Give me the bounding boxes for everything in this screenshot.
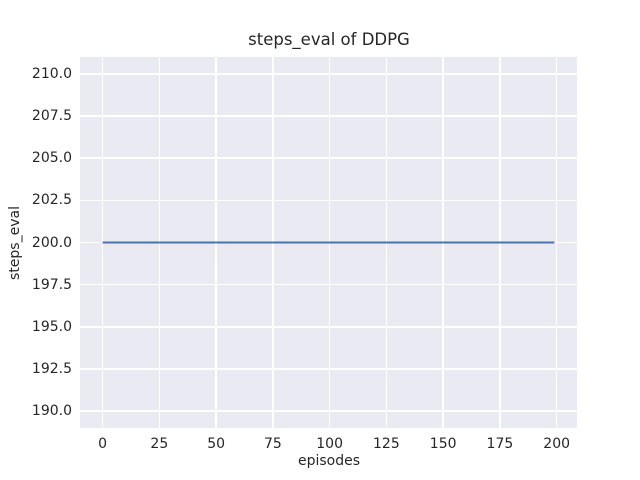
x-tick-label: 150 (429, 436, 457, 452)
y-tick-label: 192.5 (31, 360, 72, 377)
y-tick-label: 210.0 (31, 65, 72, 82)
x-axis-label: episodes (297, 453, 361, 469)
y-gridline (80, 368, 577, 370)
x-tick-label: 50 (207, 436, 226, 452)
x-tick-label: 175 (486, 436, 514, 452)
chart-title: steps_eval of DDPG (248, 30, 410, 49)
y-tick-label: 190.0 (31, 403, 72, 420)
y-gridline (80, 283, 577, 286)
series-svg (102, 241, 555, 244)
y-gridline (80, 199, 577, 202)
x-tick-label: 25 (150, 436, 169, 452)
y-gridline (80, 73, 577, 75)
y-axis-label: steps_eval (7, 206, 23, 280)
y-gridline (80, 410, 577, 412)
y-tick-label: 207.5 (31, 108, 72, 125)
y-gridline (80, 157, 577, 159)
y-tick-label: 205.0 (31, 150, 72, 167)
y-tick-label: 197.5 (31, 276, 72, 293)
x-tick-label: 125 (373, 436, 400, 452)
x-tick-label: 100 (316, 436, 343, 452)
y-gridline (80, 326, 577, 328)
y-gridline (80, 115, 577, 117)
plot-area (80, 57, 577, 428)
x-tick-label: 75 (263, 436, 282, 452)
y-tick-label: 200.0 (31, 234, 72, 251)
x-tick-label: 200 (543, 436, 571, 452)
y-tick-label: 195.0 (31, 318, 72, 335)
y-tick-label: 202.5 (31, 192, 72, 209)
x-tick-label: 0 (98, 436, 108, 452)
